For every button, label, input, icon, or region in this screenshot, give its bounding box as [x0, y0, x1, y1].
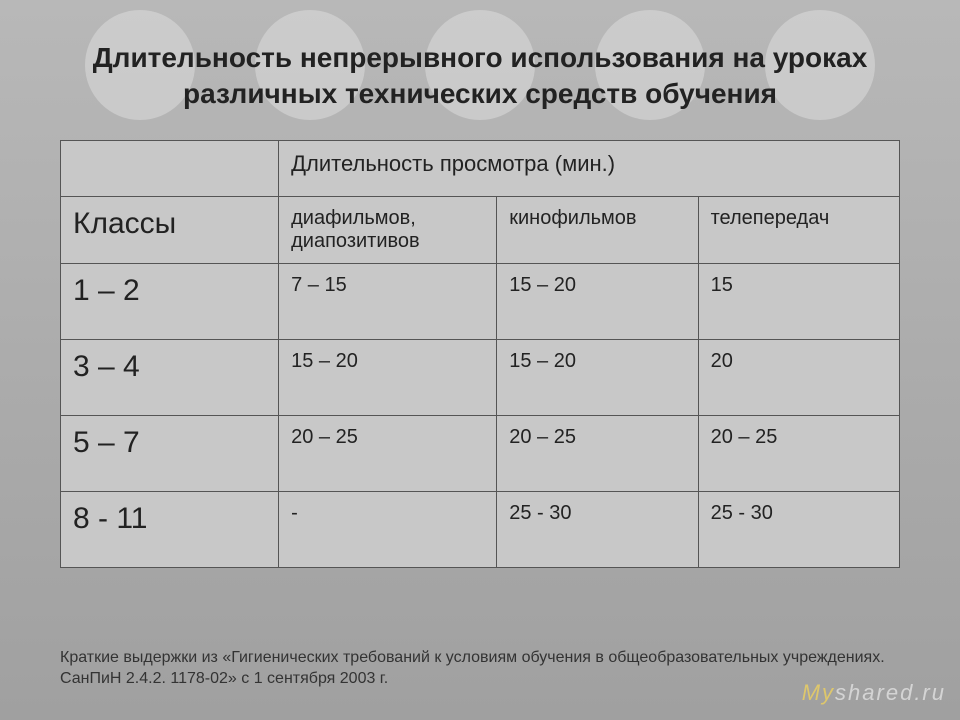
- table-row-grade: 8 - 11: [61, 492, 279, 568]
- duration-table: Длительность просмотра (мин.) Классы диа…: [60, 140, 900, 568]
- table-cell: 15 – 20: [497, 340, 698, 416]
- table-row-grade: 1 – 2: [61, 264, 279, 340]
- table-row-grade: 3 – 4: [61, 340, 279, 416]
- table-header-col4: телепередач: [698, 197, 899, 264]
- table-header-top: Длительность просмотра (мин.): [279, 141, 900, 197]
- footnote: Краткие выдержки из «Гигиенических требо…: [60, 648, 900, 690]
- table-cell-empty: [61, 141, 279, 197]
- watermark-suffix: shared.ru: [835, 680, 946, 705]
- table-header-classes: Классы: [61, 197, 279, 264]
- table-cell: 7 – 15: [279, 264, 497, 340]
- watermark-prefix: My: [802, 680, 835, 705]
- table-cell: 15 – 20: [279, 340, 497, 416]
- slide-title: Длительность непрерывного использования …: [60, 40, 900, 113]
- table-header-col3: кинофильмов: [497, 197, 698, 264]
- table-cell: 15 – 20: [497, 264, 698, 340]
- table-cell: 25 - 30: [497, 492, 698, 568]
- table-row-grade: 5 – 7: [61, 416, 279, 492]
- table-cell: 20 – 25: [698, 416, 899, 492]
- table-header-col2: диафильмов, диапозитивов: [279, 197, 497, 264]
- table-cell: 15: [698, 264, 899, 340]
- table-cell: 20: [698, 340, 899, 416]
- table-cell: 20 – 25: [279, 416, 497, 492]
- table-cell: -: [279, 492, 497, 568]
- watermark: Myshared.ru: [802, 680, 946, 706]
- table-cell: 25 - 30: [698, 492, 899, 568]
- table-cell: 20 – 25: [497, 416, 698, 492]
